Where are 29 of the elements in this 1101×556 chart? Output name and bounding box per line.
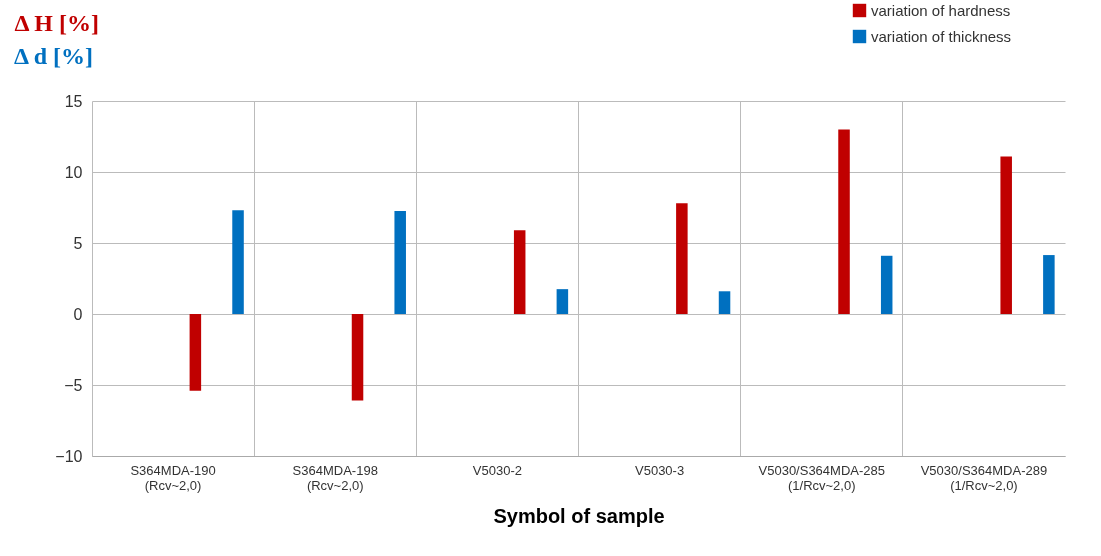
x-axis-title: Symbol of sample: [493, 504, 665, 527]
x-tick-label: V5030-3: [635, 462, 685, 478]
y-tick-label: −5: [64, 376, 83, 394]
bar: [718, 291, 731, 314]
legend-label: variation of hardness: [871, 1, 1011, 19]
x-tick-label: V5030/S364MDA-285 (1/Rcv~2,0): [758, 462, 885, 493]
y-tick-label: 5: [73, 234, 83, 252]
bar: [394, 211, 406, 314]
bar: [838, 129, 850, 314]
text: Δ d [%]: [14, 43, 94, 69]
bar: [676, 203, 688, 314]
bar: [513, 230, 526, 314]
x-tick-label: S364MDA-190 (Rcv~2,0): [130, 462, 216, 493]
y-tick-label: −10: [55, 447, 83, 465]
y-tick-label: 15: [64, 92, 83, 110]
legend-label: variation of thickness: [871, 27, 1012, 45]
y-axis-title: Δ H [%]: [14, 9, 99, 36]
bar: [232, 210, 244, 314]
x-tick-label: V5030/S364MDA-289 (1/Rcv~2,0): [920, 462, 1048, 493]
x-tick-label: S364MDA-198 (Rcv~2,0): [292, 462, 378, 493]
y-tick-label: 10: [64, 163, 83, 181]
bar: [189, 314, 202, 391]
bar: [556, 289, 569, 314]
y-tick-label: 0: [73, 305, 83, 323]
bar: [351, 314, 364, 401]
bar: [1000, 156, 1012, 314]
bar: [1043, 255, 1055, 314]
bar: [880, 255, 893, 314]
x-tick-label: V5030-2: [472, 462, 522, 478]
